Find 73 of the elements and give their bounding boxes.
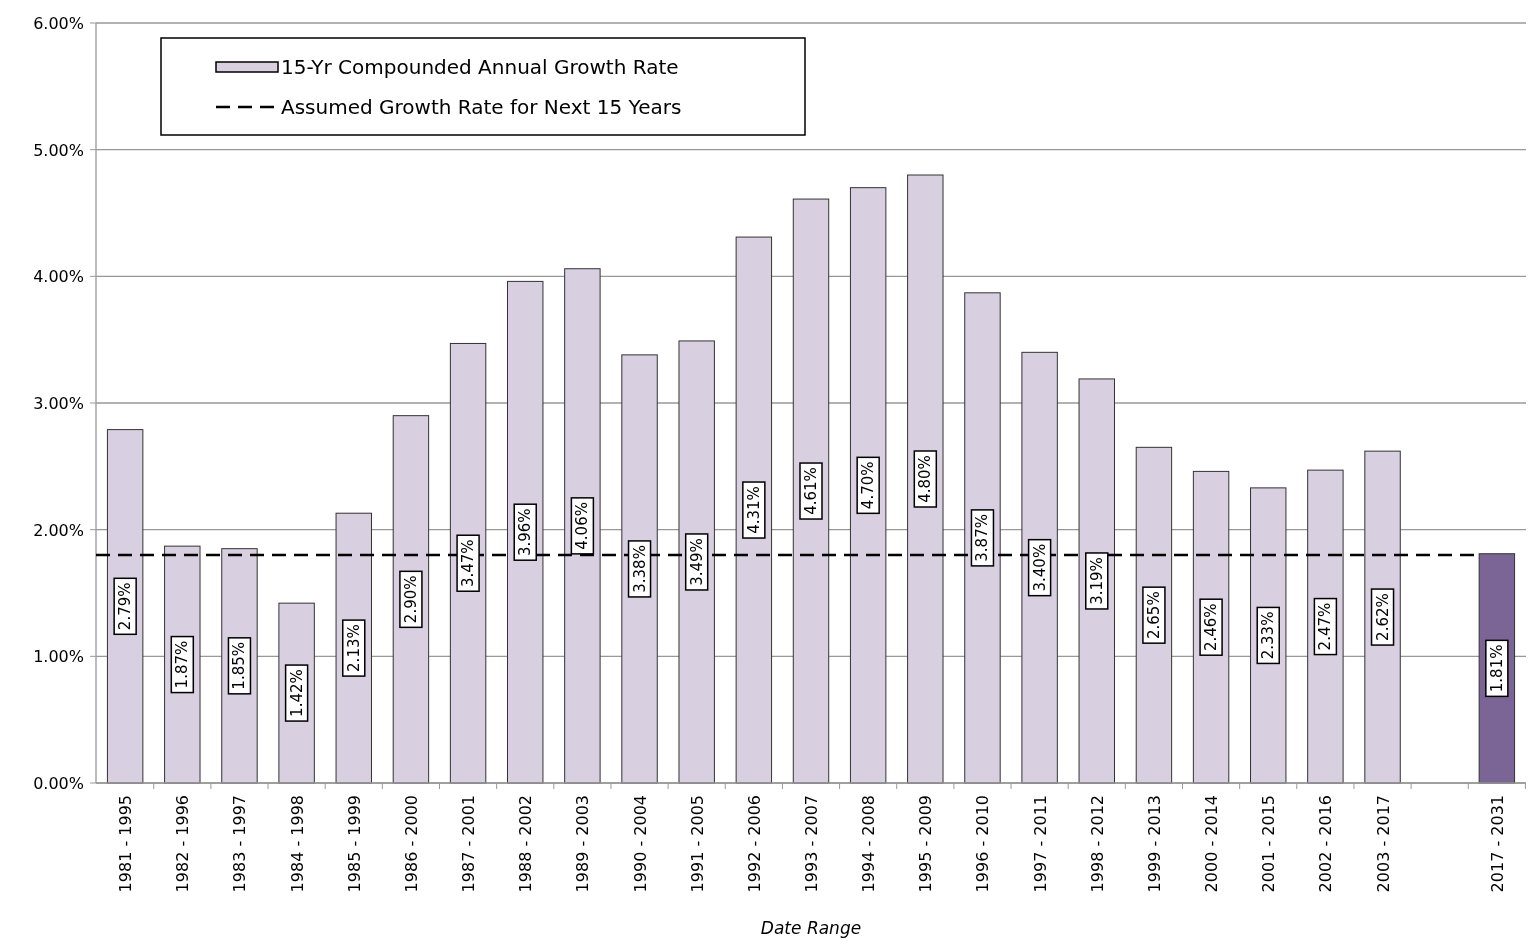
data-label: 1.81% [1487,644,1506,693]
bar [1021,351,1058,784]
data-label: 2.65% [1144,591,1163,639]
data-label: 3.40% [1030,543,1049,592]
data-label: 1.85% [230,642,249,690]
bar [392,415,430,784]
data-label: 3.87% [973,514,992,562]
data-label: 1.87% [173,640,192,689]
bar [449,342,487,784]
data-label: 4.70% [859,461,878,510]
x-tick-label: 1992 - 2006 [744,795,764,893]
x-tick-label: 1982 - 1996 [173,795,193,893]
y-tick-label: 0.00% [33,774,84,793]
x-tick-label: 1993 - 2007 [802,795,821,893]
data-label: 3.47% [459,539,478,588]
bar [792,198,830,784]
x-tick-label: 1984 - 1998 [287,795,307,893]
legend-label: Assumed Growth Rate for Next 15 Years [281,95,682,119]
bar [1135,446,1173,784]
x-tick-label: 1986 - 2000 [401,795,421,893]
y-tick-label: 4.00% [33,267,84,287]
y-tick-label: 1.00% [33,647,84,667]
bar [507,280,544,784]
data-label: 3.96% [516,508,535,557]
data-label: 2.90% [401,575,420,624]
x-tick-label: 1988 - 2002 [516,795,536,893]
data-label: 2.46% [1202,603,1221,652]
x-tick-label: 2001 - 2015 [1259,795,1279,893]
data-label: 4.31% [744,486,763,534]
x-tick-label: 1990 - 2004 [630,795,650,893]
bar [621,354,658,784]
y-tick-label: 3.00% [33,394,84,413]
x-tick-label: 1994 - 2008 [859,795,879,893]
x-tick-label: 2000 - 2014 [1202,795,1222,893]
y-tick-label: 6.00% [33,14,84,33]
data-label: 4.80% [916,455,935,503]
data-label: 2.62% [1373,593,1392,641]
y-tick-label: 2.00% [33,520,84,540]
bar [1078,378,1115,784]
x-tick-label: 2017 - 2031 [1487,795,1507,893]
x-tick-label: 1987 - 2001 [459,795,479,893]
data-label: 3.49% [687,538,706,586]
data-label: 2.47% [1316,602,1335,651]
x-tick-label: 1998 - 2012 [1087,795,1107,893]
x-tick-label: 1995 - 2009 [916,795,936,893]
bar [964,292,1001,784]
x-tick-label: 1997 - 2011 [1030,795,1050,893]
x-tick-label: 1983 - 1997 [230,795,250,893]
bar [907,174,944,784]
data-label: 4.61% [802,467,820,515]
y-tick-label: 5.00% [33,140,84,160]
bar [106,429,144,784]
data-label: 1.42% [287,669,306,717]
data-label: 3.19% [1087,557,1106,605]
x-tick-label: 1981 - 1995 [116,795,136,893]
x-tick-label: 1989 - 2003 [573,795,593,893]
x-tick-label: 1985 - 1999 [344,795,364,893]
x-tick-label: 2002 - 2016 [1316,795,1336,893]
bar [849,187,887,784]
x-axis-title: Date Range [760,918,862,938]
x-tick-label: 1999 - 2013 [1144,795,1164,893]
bar [678,340,715,784]
data-label: 3.38% [630,545,649,593]
bar [564,268,601,784]
x-tick-label: 1991 - 2005 [687,795,707,893]
x-tick-label: 1996 - 2010 [973,795,993,893]
legend-label: 15-Yr Compounded Annual Growth Rate [281,55,679,79]
data-label: 2.33% [1259,611,1278,660]
bar [735,236,773,784]
data-label: 2.79% [116,582,135,631]
data-label: 4.06% [573,502,592,550]
data-label: 2.13% [344,624,363,672]
x-tick-label: 2003 - 2017 [1373,795,1393,893]
